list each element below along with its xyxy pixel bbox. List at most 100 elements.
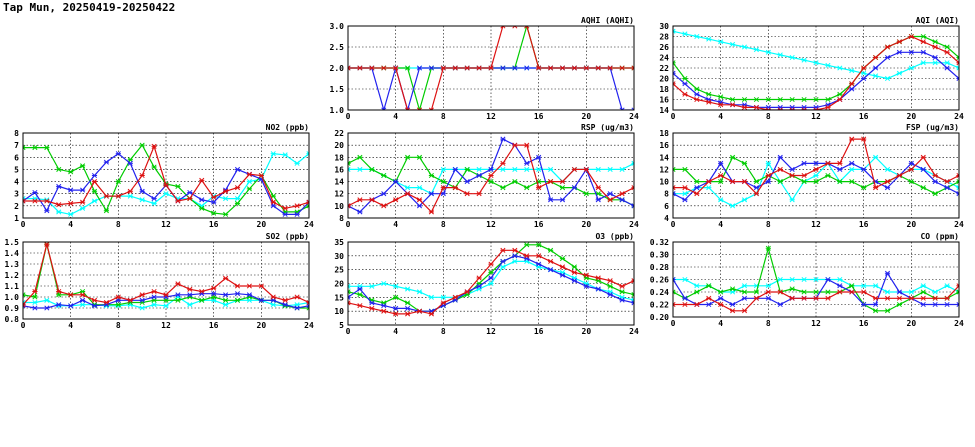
x-tick-label: 4	[718, 319, 723, 328]
data-point	[23, 145, 26, 151]
data-point	[583, 191, 589, 197]
data-point	[175, 183, 181, 189]
data-point	[524, 242, 530, 248]
data-point	[187, 196, 193, 202]
data-point	[607, 191, 613, 197]
series-4	[673, 136, 959, 197]
data-point	[673, 301, 676, 308]
data-point	[294, 211, 300, 217]
y-tick-label: 3.0	[330, 22, 345, 31]
x-tick-label: 20	[582, 327, 592, 336]
data-point	[729, 179, 736, 185]
data-point	[825, 160, 831, 166]
x-tick-label: 12	[811, 319, 821, 328]
data-point	[884, 270, 891, 276]
data-point	[488, 179, 494, 185]
data-point	[813, 60, 819, 66]
data-point	[416, 308, 423, 314]
data-point	[234, 196, 241, 202]
x-tick-label: 12	[486, 112, 496, 121]
data-point	[706, 179, 712, 185]
y-tick-label: 16	[659, 96, 669, 105]
data-point	[294, 160, 300, 166]
x-tick-label: 0	[671, 319, 676, 328]
data-point	[861, 65, 867, 71]
data-point	[404, 65, 411, 71]
x-tick-label: 12	[161, 220, 171, 229]
data-point	[440, 191, 446, 197]
data-point	[246, 186, 253, 192]
data-point	[872, 308, 879, 314]
data-point	[32, 294, 38, 300]
data-point	[369, 283, 375, 289]
data-point	[789, 54, 795, 61]
data-point	[789, 107, 795, 110]
data-point	[944, 44, 950, 50]
data-point	[777, 179, 783, 185]
data-point	[524, 26, 530, 29]
data-point	[595, 166, 601, 172]
data-point	[79, 292, 86, 298]
data-point	[115, 294, 121, 300]
data-point	[718, 172, 724, 179]
data-point	[500, 160, 506, 166]
chart-title: RSP (ug/m3)	[581, 123, 634, 132]
y-tick-label: 16	[659, 141, 669, 150]
chart-co: CO (ppm) 0.20 0.22 0.24 0.26 0.28 0.30 0.32 0 4 8 1…	[650, 232, 964, 328]
data-point	[199, 288, 205, 295]
data-point	[23, 292, 26, 298]
data-point	[348, 294, 351, 300]
data-point	[139, 305, 145, 311]
x-tick-label: 12	[486, 327, 496, 336]
data-point	[464, 65, 470, 71]
data-point	[837, 289, 843, 295]
data-point	[849, 179, 855, 185]
data-point	[920, 185, 926, 191]
data-point	[861, 70, 867, 76]
data-point	[884, 75, 891, 82]
data-point	[103, 299, 110, 306]
data-point	[234, 185, 241, 191]
data-point	[920, 33, 926, 40]
data-point	[777, 289, 783, 295]
data-point	[956, 75, 959, 82]
data-point	[682, 276, 688, 283]
data-point	[127, 297, 133, 303]
data-point	[861, 283, 867, 289]
data-point	[282, 302, 288, 308]
data-point	[861, 185, 867, 191]
data-point	[741, 160, 748, 166]
data-point	[115, 193, 121, 199]
plot-frame	[672, 241, 960, 318]
data-point	[694, 33, 700, 40]
data-point	[270, 302, 276, 308]
data-point	[956, 185, 959, 191]
data-point	[872, 185, 879, 191]
data-point	[753, 179, 760, 185]
data-point	[139, 297, 145, 303]
data-point	[79, 205, 86, 211]
data-point	[813, 166, 819, 172]
data-point	[631, 65, 634, 71]
data-point	[404, 154, 411, 160]
x-tick-label: 20	[257, 321, 267, 330]
data-point	[306, 299, 309, 306]
data-point	[801, 160, 807, 166]
data-point	[777, 107, 783, 110]
x-tick-label: 8	[766, 319, 771, 328]
x-tick-label: 16	[209, 220, 219, 229]
data-point	[464, 166, 470, 172]
data-point	[357, 154, 363, 160]
y-tick-label: 18	[659, 85, 669, 94]
data-point	[956, 191, 959, 197]
data-point	[91, 188, 98, 194]
data-point	[404, 305, 411, 311]
data-point	[428, 209, 435, 215]
x-tick-label: 0	[346, 112, 351, 121]
data-point	[476, 191, 482, 197]
data-point	[789, 295, 795, 301]
data-point	[956, 172, 959, 179]
data-point	[571, 166, 578, 172]
data-point	[896, 39, 903, 45]
